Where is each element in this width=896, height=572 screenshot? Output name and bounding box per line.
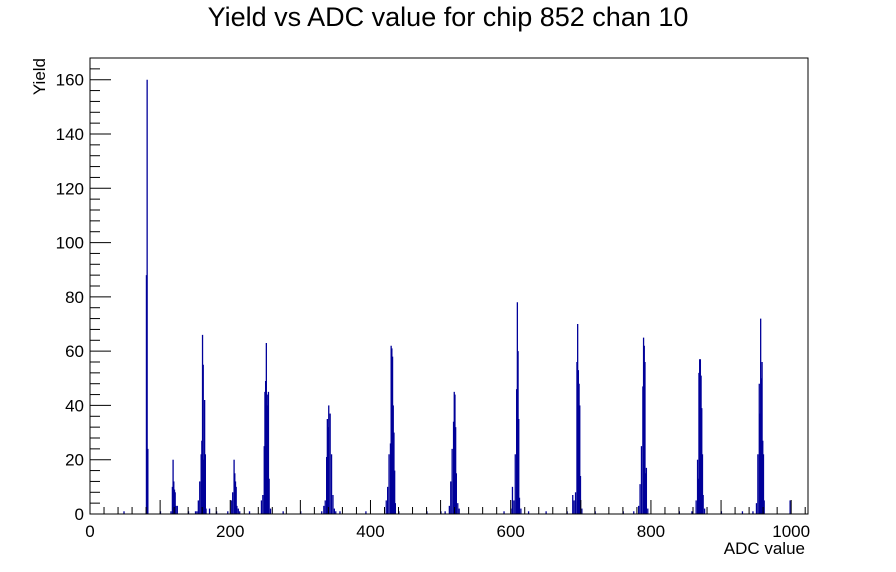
x-tick-label: 1000: [772, 522, 810, 541]
histogram-bars: [123, 79, 791, 514]
y-tick-label: 60: [65, 342, 84, 361]
y-tick-label: 140: [56, 125, 84, 144]
y-tick-label: 40: [65, 396, 84, 415]
x-tick-label: 800: [637, 522, 665, 541]
y-axis-title: Yield: [30, 58, 49, 95]
x-axis-title: ADC value: [724, 539, 805, 558]
y-tick-label: 20: [65, 451, 84, 470]
y-tick-label: 160: [56, 71, 84, 90]
chart-title: Yield vs ADC value for chip 852 chan 10: [207, 2, 689, 32]
y-tick-label: 100: [56, 234, 84, 253]
y-tick-label: 80: [65, 288, 84, 307]
x-tick-label: 600: [497, 522, 525, 541]
x-axis-ticks: 0 200 400 600 800 1000: [85, 500, 810, 541]
x-tick-label: 0: [85, 522, 94, 541]
x-tick-label: 400: [356, 522, 384, 541]
y-tick-label: 120: [56, 179, 84, 198]
y-tick-label: 0: [75, 505, 84, 524]
x-tick-label: 200: [216, 522, 244, 541]
y-axis-ticks: 0 20 40 60 80 100 120 140 160: [56, 68, 111, 524]
